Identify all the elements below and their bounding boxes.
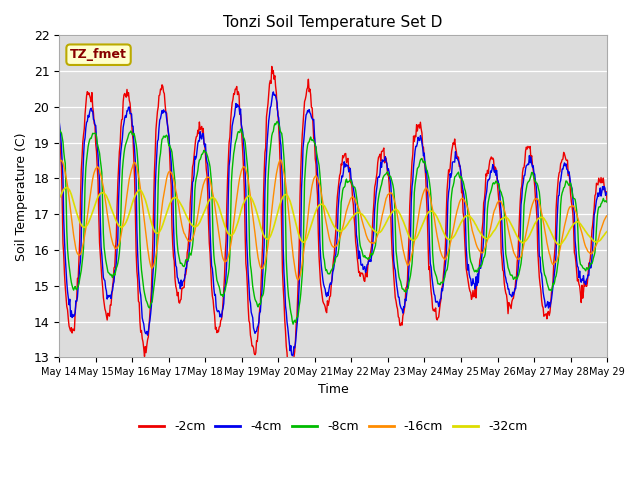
-16cm [65, 195, 73, 201]
Text: TZ_fmet: TZ_fmet [70, 48, 127, 61]
-2cm [401, 299, 409, 305]
-2cm [417, 126, 425, 132]
-8cm [289, 321, 297, 327]
Line: -16cm: -16cm [59, 160, 607, 280]
-8cm [401, 288, 409, 294]
-8cm [55, 125, 63, 131]
-16cm [177, 217, 185, 223]
-32cm [66, 188, 74, 193]
Legend: -2cm, -4cm, -8cm, -16cm, -32cm: -2cm, -4cm, -8cm, -16cm, -32cm [134, 415, 532, 438]
-8cm [417, 156, 425, 162]
Title: Tonzi Soil Temperature Set D: Tonzi Soil Temperature Set D [223, 15, 443, 30]
-32cm [554, 242, 562, 248]
-32cm [604, 228, 611, 234]
-4cm [417, 135, 425, 141]
-4cm [55, 118, 63, 124]
-2cm [65, 323, 73, 329]
Y-axis label: Soil Temperature (C): Soil Temperature (C) [15, 132, 28, 261]
-8cm [122, 142, 129, 148]
-4cm [604, 190, 611, 196]
-16cm [276, 157, 284, 163]
-16cm [55, 159, 63, 165]
-8cm [604, 199, 611, 205]
Line: -32cm: -32cm [59, 188, 607, 245]
-32cm [55, 194, 63, 200]
-8cm [65, 263, 73, 268]
-32cm [417, 227, 424, 232]
-16cm [206, 178, 214, 183]
-32cm [63, 185, 70, 191]
-32cm [122, 219, 130, 225]
-2cm [268, 63, 276, 69]
-4cm [65, 302, 73, 308]
-4cm [401, 296, 409, 302]
-2cm [206, 251, 214, 256]
-32cm [178, 203, 186, 209]
-4cm [269, 89, 277, 95]
-8cm [206, 164, 214, 170]
-16cm [294, 277, 302, 283]
-32cm [401, 221, 408, 227]
-2cm [604, 199, 611, 205]
-2cm [122, 93, 129, 98]
-16cm [122, 204, 129, 210]
-16cm [401, 256, 409, 262]
Line: -8cm: -8cm [59, 121, 607, 324]
-16cm [417, 198, 425, 204]
Line: -4cm: -4cm [59, 92, 607, 356]
-4cm [122, 113, 129, 119]
-4cm [206, 227, 214, 233]
-16cm [604, 213, 611, 218]
-8cm [273, 119, 281, 124]
-2cm [286, 374, 294, 380]
-2cm [177, 296, 185, 302]
-8cm [177, 260, 185, 266]
-4cm [177, 277, 185, 283]
Line: -2cm: -2cm [59, 66, 607, 377]
X-axis label: Time: Time [318, 383, 349, 396]
-2cm [55, 119, 63, 125]
-32cm [207, 195, 214, 201]
-4cm [289, 353, 296, 359]
